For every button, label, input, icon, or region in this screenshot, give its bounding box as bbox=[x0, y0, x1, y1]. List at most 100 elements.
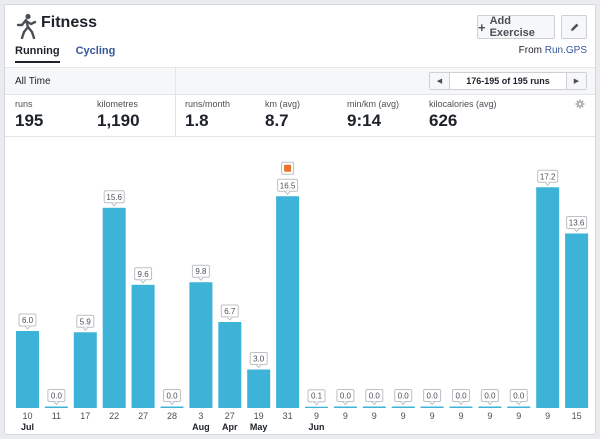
x-tick-label: 9 bbox=[545, 411, 551, 421]
x-tick-label: 9 bbox=[458, 411, 464, 421]
bar[interactable] bbox=[276, 196, 300, 408]
data-label-text: 0.1 bbox=[311, 392, 323, 401]
x-tick-label: 27 bbox=[138, 411, 149, 421]
header: Fitness + Add Exercise Running Cycling F… bbox=[5, 5, 595, 67]
x-tick-label: 27 bbox=[224, 411, 235, 421]
source-attribution: From Run.GPS bbox=[519, 45, 587, 56]
edit-button[interactable] bbox=[561, 15, 587, 39]
x-tick-label: 9 bbox=[487, 411, 493, 421]
bar[interactable] bbox=[44, 406, 68, 409]
data-label-pointer bbox=[255, 364, 262, 369]
page-title: Fitness bbox=[41, 14, 98, 31]
data-label-text: 0.0 bbox=[398, 392, 410, 401]
data-label: 0.0 bbox=[163, 389, 181, 406]
add-exercise-button[interactable]: + Add Exercise bbox=[477, 15, 555, 39]
time-filter[interactable]: All Time bbox=[15, 76, 51, 87]
bar[interactable] bbox=[131, 284, 155, 408]
data-label-pointer bbox=[169, 401, 175, 406]
bar[interactable] bbox=[102, 207, 126, 408]
gear-icon[interactable] bbox=[575, 99, 585, 109]
data-label-text: 9.8 bbox=[195, 267, 207, 276]
data-label: 15.6 bbox=[103, 190, 125, 207]
x-tick-label: 9 bbox=[429, 411, 435, 421]
data-label-pointer bbox=[111, 202, 118, 207]
fitness-card: Fitness + Add Exercise Running Cycling F… bbox=[4, 4, 596, 435]
x-tick-label: 17 bbox=[80, 411, 91, 421]
bar[interactable] bbox=[478, 406, 502, 409]
x-tick-label: 10 bbox=[22, 411, 33, 421]
bar[interactable] bbox=[565, 233, 589, 408]
data-label-pointer bbox=[342, 401, 349, 406]
bar[interactable] bbox=[333, 406, 357, 409]
bar[interactable] bbox=[391, 406, 415, 409]
tab-cycling[interactable]: Cycling bbox=[75, 45, 116, 57]
data-label-text: 6.7 bbox=[224, 307, 236, 316]
x-group-label: Jun bbox=[308, 422, 325, 432]
summary-stats: runs 195 kilometres 1,190 runs/month 1.8… bbox=[5, 95, 595, 137]
bar[interactable] bbox=[362, 406, 386, 409]
data-label-pointer bbox=[458, 401, 464, 406]
plus-icon: + bbox=[478, 19, 486, 35]
data-label-pointer bbox=[573, 228, 580, 233]
bar[interactable] bbox=[449, 406, 473, 409]
bar[interactable] bbox=[536, 187, 560, 408]
pager: ◀ 176-195 of 195 runs ▶ bbox=[429, 72, 587, 90]
next-page-button[interactable]: ▶ bbox=[566, 73, 586, 89]
x-tick-label: 31 bbox=[282, 411, 293, 421]
stat-value: 1,190 bbox=[97, 111, 140, 130]
source-link[interactable]: Run.GPS bbox=[544, 45, 587, 56]
bar[interactable] bbox=[160, 406, 184, 409]
runs-chart: 6.0 0.0 5.9 15.6 9.6 0.0 9.8 6.7 3.0 16.5 0.1 0.0 0.… bbox=[5, 137, 595, 434]
data-label-text: 16.5 bbox=[280, 181, 296, 190]
data-label-text: 6.0 bbox=[22, 316, 34, 325]
data-label-pointer bbox=[82, 326, 89, 332]
x-group-label: Jul bbox=[20, 422, 34, 432]
x-tick-label: 9 bbox=[400, 411, 406, 421]
bar[interactable] bbox=[420, 406, 444, 409]
data-label-text: 5.9 bbox=[80, 317, 92, 326]
bar[interactable] bbox=[218, 322, 242, 408]
stat-value: 8.7 bbox=[265, 111, 289, 130]
data-label-box bbox=[76, 314, 95, 328]
data-label: 16.5 bbox=[277, 178, 299, 196]
stat-label: km (avg) bbox=[265, 99, 301, 109]
data-label-text: 0.0 bbox=[340, 392, 352, 401]
data-label-text: 9.6 bbox=[138, 270, 150, 279]
data-label: 3.0 bbox=[249, 352, 268, 369]
stat-label: runs bbox=[15, 99, 33, 109]
bar[interactable] bbox=[507, 406, 531, 409]
achievement-icon[interactable] bbox=[281, 161, 295, 175]
bar[interactable] bbox=[305, 406, 328, 408]
stat-value: 626 bbox=[429, 111, 458, 130]
data-label-pointer bbox=[487, 401, 493, 406]
x-tick-label: 9 bbox=[371, 411, 377, 421]
data-label: 0.0 bbox=[47, 389, 66, 406]
tab-running[interactable]: Running bbox=[15, 45, 60, 63]
data-label-pointer bbox=[226, 316, 233, 321]
source-prefix: From bbox=[518, 45, 542, 56]
bar[interactable] bbox=[73, 332, 97, 408]
stat-label: min/km (avg) bbox=[347, 99, 400, 109]
bar[interactable] bbox=[16, 331, 39, 408]
x-tick-label: 9 bbox=[516, 411, 522, 421]
data-label-text: 15.6 bbox=[106, 193, 122, 202]
data-label-text: 0.0 bbox=[455, 392, 467, 401]
prev-page-button[interactable]: ◀ bbox=[430, 73, 450, 89]
data-label: 0.0 bbox=[452, 389, 470, 406]
bar[interactable] bbox=[247, 369, 271, 409]
data-label-text: 0.0 bbox=[427, 392, 439, 401]
data-label: 17.2 bbox=[537, 169, 559, 187]
data-label: 0.0 bbox=[423, 389, 442, 406]
stat-value: 9:14 bbox=[347, 111, 382, 130]
x-tick-label: 19 bbox=[253, 411, 264, 421]
data-label: 0.1 bbox=[307, 389, 326, 406]
divider bbox=[175, 95, 176, 137]
data-label: 13.6 bbox=[566, 215, 588, 233]
bar[interactable] bbox=[189, 282, 213, 408]
x-group-label: Apr bbox=[222, 422, 238, 432]
x-tick-label: 9 bbox=[313, 411, 319, 421]
pager-range: 176-195 of 195 runs bbox=[466, 76, 550, 86]
data-label-text: 0.0 bbox=[369, 392, 381, 401]
data-label-text: 0.0 bbox=[51, 392, 63, 401]
data-label-pointer bbox=[284, 190, 291, 196]
